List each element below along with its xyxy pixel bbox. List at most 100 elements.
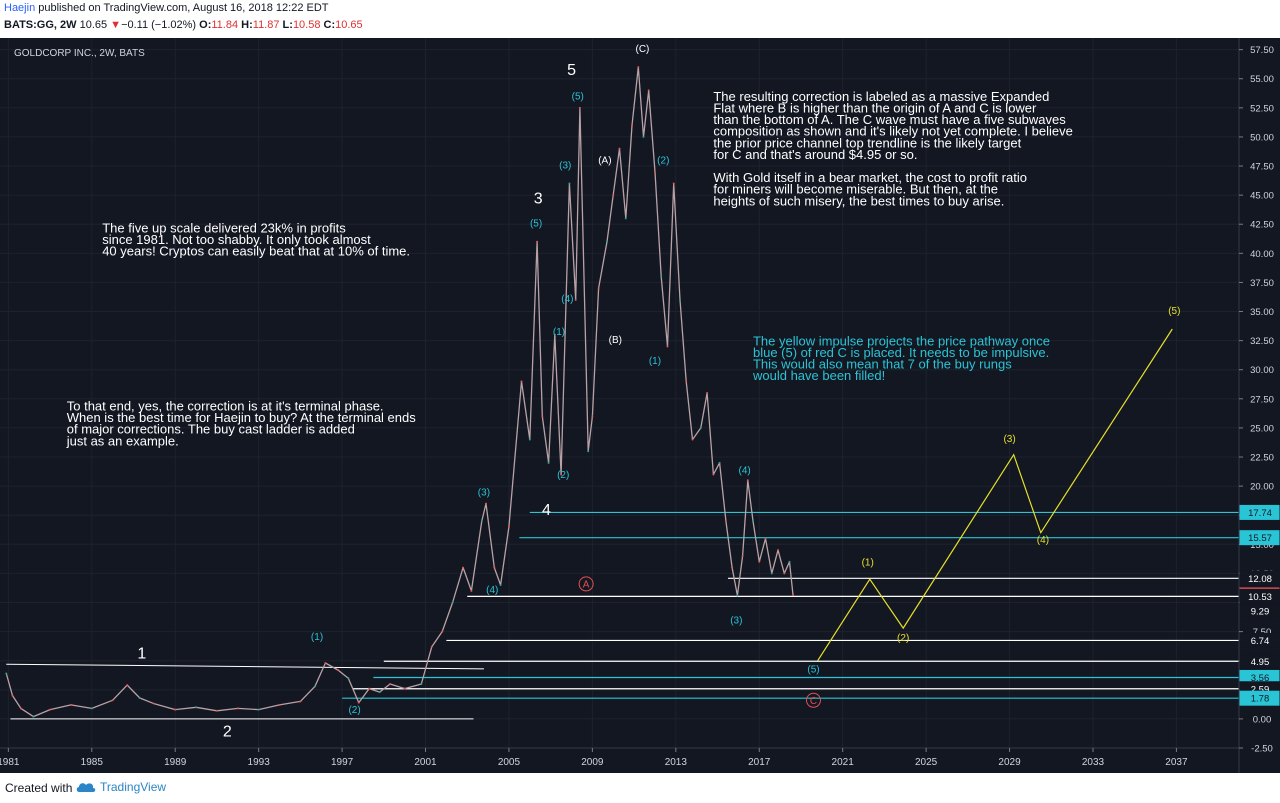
x-tick-label: 2033 bbox=[1082, 757, 1105, 768]
price-point bbox=[441, 630, 444, 633]
price-point bbox=[485, 502, 488, 505]
price-point bbox=[783, 572, 786, 575]
price-point bbox=[215, 709, 218, 712]
price-point bbox=[357, 701, 360, 704]
y-tick-label: 55.00 bbox=[1250, 74, 1274, 85]
symbol-label: BATS:GG, 2W bbox=[4, 19, 77, 31]
annotation-line: would have been filled! bbox=[752, 368, 885, 383]
price-point bbox=[499, 584, 502, 587]
y-tick-label: 7.50 bbox=[1253, 627, 1272, 638]
annotation-line: The yellow impulse projects the price pa… bbox=[753, 333, 1050, 348]
y-tick-label: 47.50 bbox=[1250, 162, 1274, 173]
wave-label: (A) bbox=[598, 156, 611, 167]
x-tick-label: 2029 bbox=[998, 757, 1021, 768]
price-point bbox=[699, 426, 702, 429]
wave-label: (2) bbox=[897, 633, 909, 644]
price-point bbox=[637, 66, 640, 69]
price-point bbox=[587, 450, 590, 453]
publish-info: Haejin published on TradingView.com, Aug… bbox=[4, 2, 329, 14]
annotation-line: for miners will become miserable. But th… bbox=[713, 182, 998, 197]
price-level-tag bbox=[1239, 570, 1280, 586]
price-point bbox=[19, 707, 22, 710]
y-tick-label: 35.00 bbox=[1250, 307, 1274, 318]
price-point bbox=[324, 662, 327, 665]
price-point bbox=[493, 566, 496, 569]
price-level-label: 4.95 bbox=[1251, 657, 1270, 668]
x-tick-label: 2021 bbox=[832, 757, 855, 768]
price-point bbox=[451, 601, 454, 604]
price-point bbox=[777, 549, 780, 552]
y-tick-label: 32.50 bbox=[1250, 336, 1274, 347]
projection-line bbox=[817, 328, 1173, 662]
price-point bbox=[578, 106, 581, 109]
price-point bbox=[90, 707, 93, 710]
high-label: H: bbox=[241, 19, 253, 31]
x-tick-label: 1981 bbox=[0, 757, 20, 768]
price-chart[interactable]: 1 2 3 4 5 (1) (2) (3) (4) (5) (1) (2) (3) (4) (5) (A) (B… bbox=[0, 13, 1280, 773]
y-tick-label: -2.50 bbox=[1251, 744, 1273, 755]
price-point bbox=[403, 687, 406, 690]
close-label: C: bbox=[323, 19, 336, 31]
y-tick-label: 20.00 bbox=[1250, 482, 1274, 493]
price-point bbox=[746, 479, 749, 482]
wave-label: (1) bbox=[311, 632, 323, 643]
price-point bbox=[553, 333, 556, 336]
price-point bbox=[347, 677, 350, 680]
wave-label: (4) bbox=[561, 294, 573, 305]
circle-wave-label: A bbox=[583, 579, 590, 590]
price-point bbox=[736, 594, 739, 597]
annotation-line: This would also mean that 7 of the buy r… bbox=[753, 356, 1012, 371]
wave-label: (1) bbox=[553, 327, 565, 338]
author-link[interactable]: Haejin bbox=[4, 2, 36, 14]
tradingview-logo[interactable]: TradingView bbox=[76, 779, 196, 797]
price-point bbox=[299, 700, 302, 703]
y-tick-label: 22.50 bbox=[1250, 453, 1274, 464]
x-tick-label: 1997 bbox=[331, 757, 354, 768]
y-tick-label: 52.50 bbox=[1250, 103, 1274, 114]
wave-label: (3) bbox=[1003, 434, 1015, 445]
price-point bbox=[32, 715, 35, 718]
price-point bbox=[672, 182, 675, 185]
x-tick-label: 2013 bbox=[665, 757, 688, 768]
x-tick-label: 2037 bbox=[1165, 757, 1188, 768]
annotation-line: the prior price channel top trendline is… bbox=[713, 135, 1021, 150]
annotation-line: With Gold itself in a bear market, the c… bbox=[713, 170, 1027, 185]
price-level-tag bbox=[1239, 530, 1280, 546]
wave-label: (5) bbox=[572, 92, 584, 103]
wave-label: (5) bbox=[807, 664, 819, 675]
price-point bbox=[605, 240, 608, 243]
price-point bbox=[126, 684, 129, 687]
wave-label: (4) bbox=[1037, 535, 1049, 546]
price-point bbox=[138, 696, 141, 699]
publish-header: Haejin published on TradingView.com, Aug… bbox=[0, 0, 1280, 38]
y-tick-label: 45.00 bbox=[1250, 191, 1274, 202]
price-point bbox=[368, 687, 371, 690]
price-point bbox=[631, 124, 634, 127]
chart-title: GOLDCORP INC., 2W, BATS bbox=[14, 48, 145, 59]
wave-label: (3) bbox=[559, 160, 571, 171]
annotation-line: for C and that's around $4.95 or so. bbox=[713, 147, 917, 162]
wave-label: (2) bbox=[657, 156, 669, 167]
price-point bbox=[612, 194, 615, 197]
price-point bbox=[597, 287, 600, 290]
y-tick-label: 37.50 bbox=[1250, 278, 1274, 289]
price-point bbox=[788, 560, 791, 563]
price-point bbox=[666, 345, 669, 348]
annotation-line: of major corrections. The buy cast ladde… bbox=[67, 422, 355, 437]
price-point bbox=[236, 707, 239, 710]
price-level-tag bbox=[1239, 504, 1280, 520]
tradingview-cloud-icon bbox=[76, 783, 96, 792]
price-level-label: 2.59 bbox=[1251, 684, 1270, 695]
wave-label: (B) bbox=[609, 335, 622, 346]
price-point bbox=[541, 415, 544, 418]
chart-area[interactable]: 1 2 3 4 5 (1) (2) (3) (4) (5) (1) (2) (3) (4) (5) (A) (B… bbox=[0, 13, 1280, 773]
price-level-label: 17.74 bbox=[1248, 508, 1272, 519]
price-level-tag bbox=[1239, 690, 1280, 706]
y-tick-label: 57.50 bbox=[1250, 45, 1274, 56]
down-arrow-icon: ▼ bbox=[110, 19, 122, 31]
annotation-line: just as an example. bbox=[66, 433, 179, 448]
close-value: 10.65 bbox=[335, 19, 363, 31]
wave-label: (3) bbox=[730, 615, 742, 626]
price-level-tag bbox=[1239, 632, 1280, 648]
price-point bbox=[278, 703, 281, 706]
